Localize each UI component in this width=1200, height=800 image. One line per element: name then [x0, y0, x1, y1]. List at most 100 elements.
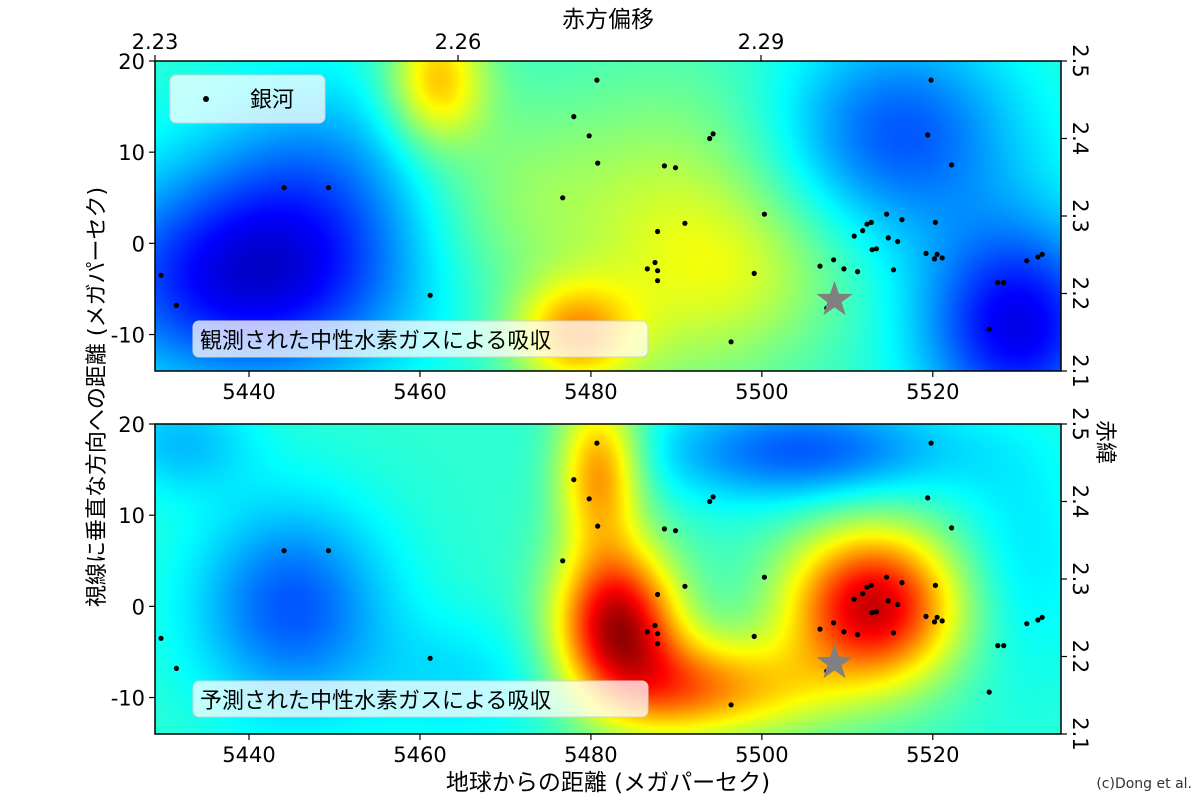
galaxy-marker — [841, 266, 847, 272]
galaxy-marker — [1001, 280, 1007, 286]
predicted-absorption-panel: 予測された中性水素ガスによる吸収 — [154, 423, 1062, 735]
galaxy-marker — [885, 598, 891, 604]
top-axis-ticks: 2.23 2.26 2.29 — [132, 30, 784, 61]
galaxy-marker — [925, 132, 931, 138]
galaxy-marker — [884, 211, 890, 217]
galaxy-marker — [1035, 254, 1041, 260]
galaxy-marker — [851, 233, 857, 239]
bottom-tick-label: 5460 — [393, 743, 446, 767]
galaxy-marker — [899, 580, 905, 586]
galaxy-marker — [672, 528, 679, 534]
legend-galaxy-marker — [203, 96, 209, 102]
bottom-tick-label: 5440 — [222, 743, 275, 767]
galaxy-marker — [571, 114, 577, 120]
galaxy-marker — [560, 195, 566, 201]
galaxy-marker — [928, 77, 934, 83]
bottom-axis-label: 地球からの距離 (メガパーセク) — [446, 770, 770, 796]
galaxy-marker — [831, 257, 837, 263]
bottom-tick-label: 5520 — [906, 743, 959, 767]
top-axis-label: 赤方偏移 — [562, 7, 654, 33]
observed-caption-box — [192, 320, 649, 358]
galaxy-marker — [761, 211, 768, 217]
galaxy-marker — [885, 235, 891, 241]
image-credit: (c)Dong et al. — [1096, 776, 1192, 792]
galaxy-marker — [931, 619, 938, 625]
galaxy-marker — [682, 583, 688, 589]
galaxy-marker — [710, 131, 716, 137]
right-tick-label: 2.5 — [1068, 44, 1092, 77]
predicted-caption-text: 予測された中性水素ガスによる吸収 — [200, 689, 551, 714]
galaxy-marker — [928, 440, 934, 446]
top-tick-label: 2.23 — [132, 30, 179, 54]
galaxy-marker — [949, 162, 955, 168]
galaxy-marker — [728, 339, 734, 345]
galaxy-marker — [761, 574, 768, 580]
galaxy-marker — [884, 574, 890, 580]
galaxy-marker — [831, 620, 837, 626]
galaxy-marker — [655, 631, 661, 637]
galaxy-marker — [644, 629, 650, 635]
galaxy-marker — [586, 133, 592, 139]
galaxy-marker — [751, 270, 757, 276]
galaxy-marker — [173, 302, 179, 308]
galaxy-marker — [860, 591, 866, 597]
left-tick-label: 10 — [118, 141, 145, 165]
galaxy-marker — [427, 292, 433, 298]
galaxy-marker — [995, 643, 1001, 649]
galaxy-marker — [595, 160, 601, 166]
bottom-tick-label: 5500 — [735, 380, 788, 404]
galaxy-marker — [661, 526, 668, 532]
bottom-tick-label: 5480 — [564, 743, 617, 767]
galaxy-marker — [1024, 258, 1030, 264]
right-axis-ticks-predicted: 2.5 2.4 2.3 2.2 2.1 — [1061, 407, 1092, 751]
left-tick-label: 0 — [132, 232, 145, 256]
galaxy-marker — [707, 135, 713, 142]
bottom-tick-label: 5460 — [393, 380, 446, 404]
galaxy-marker — [868, 582, 874, 589]
left-tick-label: 0 — [132, 595, 145, 619]
galaxy-marker — [817, 626, 823, 632]
galaxy-marker — [855, 269, 861, 275]
galaxy-marker — [158, 272, 164, 278]
galaxy-marker — [869, 610, 875, 616]
right-tick-label: 2.3 — [1068, 562, 1092, 595]
galaxy-marker — [281, 548, 287, 554]
right-tick-label: 2.4 — [1068, 485, 1092, 518]
observed-absorption-panel: 銀河 観測された中性水素ガスによる吸収 — [154, 60, 1062, 372]
galaxy-marker — [923, 250, 929, 256]
galaxy-marker — [644, 266, 650, 272]
galaxy-marker — [655, 591, 661, 598]
galaxy-marker — [934, 614, 940, 620]
galaxy-marker — [652, 622, 658, 629]
legend-box — [169, 74, 326, 124]
left-tick-label: -10 — [111, 687, 145, 711]
galaxy-marker — [939, 618, 945, 624]
left-tick-label: 20 — [118, 50, 145, 74]
galaxy-marker — [855, 632, 861, 638]
galaxy-marker — [986, 326, 992, 332]
galaxy-marker — [873, 609, 880, 615]
left-tick-label: 20 — [118, 413, 145, 437]
left-tick-label: -10 — [111, 324, 145, 348]
galaxy-marker — [655, 278, 661, 284]
top-tick-label: 2.26 — [435, 30, 482, 54]
right-tick-label: 2.1 — [1068, 354, 1092, 387]
right-axis-label: 赤緯 — [1092, 420, 1117, 464]
observed-caption-text: 観測された中性水素ガスによる吸収 — [200, 329, 551, 354]
galaxy-marker — [841, 629, 847, 635]
left-axis-ticks-predicted: 20 10 0 -10 — [111, 413, 155, 711]
galaxy-marker — [682, 220, 688, 226]
right-tick-label: 2.3 — [1068, 199, 1092, 232]
galaxy-marker — [1039, 614, 1045, 620]
galaxy-marker — [594, 77, 600, 83]
left-axis-ticks-observed: 20 10 0 -10 — [111, 50, 155, 348]
galaxy-marker — [939, 255, 945, 261]
quasar-star-marker-predicted — [816, 643, 853, 679]
galaxy-marker — [869, 247, 875, 253]
galaxy-marker — [931, 256, 938, 262]
galaxy-marker — [868, 219, 874, 225]
galaxy-marker — [652, 259, 658, 266]
right-tick-label: 2.1 — [1068, 717, 1092, 750]
right-tick-label: 2.5 — [1068, 407, 1092, 440]
galaxy-marker — [707, 498, 713, 505]
